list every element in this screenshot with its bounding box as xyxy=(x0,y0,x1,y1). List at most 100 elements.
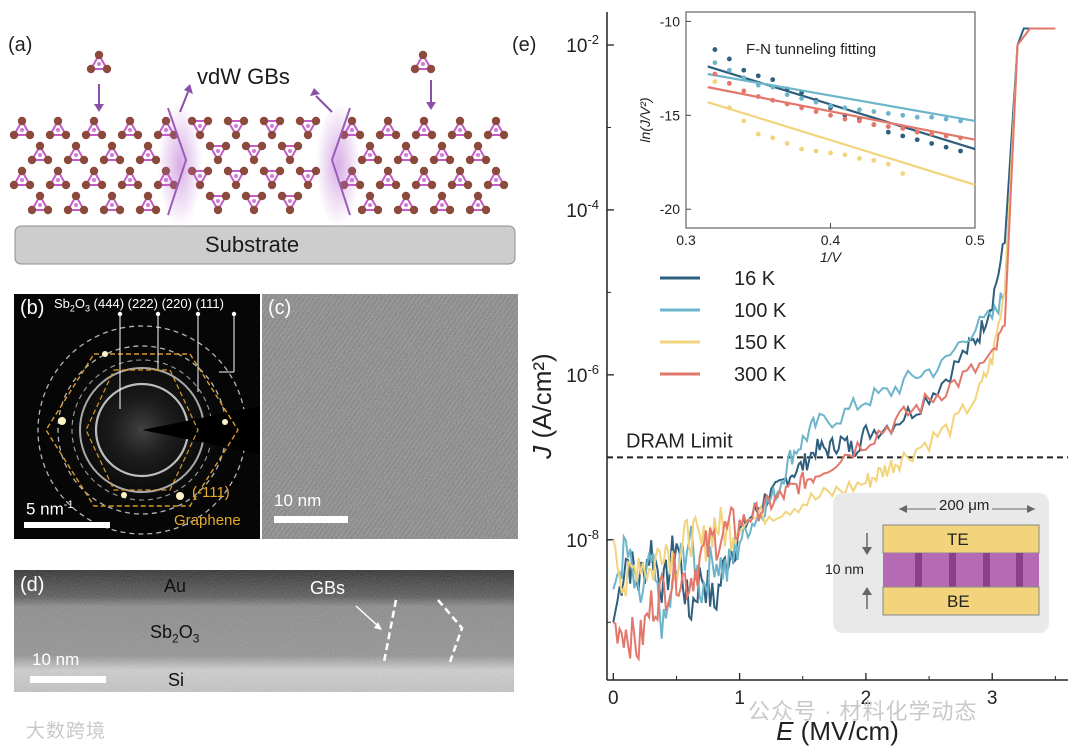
inset-point-150k xyxy=(885,161,891,167)
inset-point-150k xyxy=(755,131,761,137)
x-axis-title: E (MV/cm) xyxy=(776,716,899,746)
x-tick-label: 1 xyxy=(734,688,745,709)
watermark-left: 大数跨境 xyxy=(26,721,107,742)
bottom-electrode-label: BE xyxy=(947,592,970,611)
panel-c-label: (c) xyxy=(268,297,292,319)
cross-section-image xyxy=(14,570,514,692)
series-line-300k xyxy=(612,27,1056,662)
inset-point-100k xyxy=(784,92,790,98)
diffraction-pattern xyxy=(24,311,260,535)
inset-y-title: ln(J/V²) xyxy=(637,97,653,142)
panel-e-label: (e) xyxy=(512,34,537,56)
inset-frame xyxy=(685,11,976,229)
inset-fit-150k xyxy=(707,101,976,186)
si-label: Si xyxy=(168,670,185,690)
panel-a-label: (a) xyxy=(8,34,33,56)
panel-b-diffraction: (b) Sb2O3 (444) (222) (220) (111) (-111)… xyxy=(14,294,260,539)
inset-point-100k xyxy=(842,105,848,111)
inset-point-16k xyxy=(712,47,718,52)
inset-point-300k xyxy=(857,118,862,124)
inset-point-150k xyxy=(842,152,848,158)
graphene-spot-index: (-111) xyxy=(192,484,230,501)
panel-c-hrtem: (c) 10 nm xyxy=(262,294,518,539)
inset-point-150k xyxy=(741,118,747,124)
inset-point-300k xyxy=(885,124,891,129)
inset-point-16k xyxy=(885,129,891,135)
graphene-label: Graphene xyxy=(174,512,241,529)
inset-point-100k xyxy=(914,114,920,120)
inset-point-16k xyxy=(726,56,732,62)
inset-point-100k xyxy=(726,67,732,73)
device-width-label: 200 μm xyxy=(936,497,993,514)
inset-point-300k xyxy=(813,109,819,114)
inset-point-16k xyxy=(741,67,747,73)
inset-point-150k xyxy=(828,150,833,156)
inset-x-title: 1/V xyxy=(820,249,843,265)
inset-point-100k xyxy=(871,109,877,114)
inset-y-tick-label: -20 xyxy=(660,201,680,217)
device-thickness-label: 10 nm xyxy=(825,561,864,577)
inset-point-100k xyxy=(741,75,747,81)
inset-point-150k xyxy=(871,157,877,163)
hrtem-image xyxy=(262,294,518,539)
inset-point-16k xyxy=(755,73,761,79)
vdw-gb-label: vdW GBs xyxy=(197,64,290,89)
inset-point-150k xyxy=(813,148,819,154)
inset-point-100k xyxy=(813,99,819,105)
legend-label: 300 K xyxy=(734,364,787,386)
device-schematic xyxy=(862,505,1040,616)
au-label: Au xyxy=(164,576,187,596)
inset-fit-300k xyxy=(707,86,976,141)
panel-d-label: (d) xyxy=(20,574,45,596)
inset-point-100k xyxy=(943,116,949,122)
inset-point-16k xyxy=(770,77,776,83)
inset-point-300k xyxy=(726,80,732,86)
inset-point-300k xyxy=(828,112,833,118)
inset-point-300k xyxy=(871,122,877,128)
y-tick-label: 10-8 xyxy=(566,527,599,552)
watermark-right: 公众号 · 材料化学动态 xyxy=(748,699,978,724)
inset-point-150k xyxy=(770,135,776,141)
x-tick-label: 0 xyxy=(608,688,619,709)
inset-point-100k xyxy=(712,60,718,66)
inset-point-300k xyxy=(712,71,718,77)
inset-point-300k xyxy=(900,126,906,131)
panel-b-label: (b) xyxy=(20,297,45,319)
substrate-label: Substrate xyxy=(205,232,300,257)
inset-x-tick-label: 0.3 xyxy=(676,232,696,248)
series-line-16k xyxy=(612,27,1056,623)
panel-d-cross-section: (d) Au Sb2O3 GBs Si 10 nm xyxy=(14,570,514,692)
legend-label: 150 K xyxy=(734,332,787,354)
panel-a: (a) xyxy=(0,0,530,270)
crystal-illustration xyxy=(8,49,516,265)
inset-point-150k xyxy=(712,79,718,84)
inset-point-100k xyxy=(799,96,804,101)
inset-point-300k xyxy=(741,88,747,94)
ring-indices: Sb2O3 (444) (222) (220) (111) xyxy=(54,296,224,314)
inset-point-150k xyxy=(900,171,906,176)
inset-x-tick-label: 0.4 xyxy=(821,232,841,248)
scale-bar-b: 5 nm-1 xyxy=(26,499,74,519)
inset-point-100k xyxy=(828,103,833,109)
inset-point-16k xyxy=(914,137,920,143)
inset-point-16k xyxy=(943,144,949,150)
inset-x-tick-label: 0.5 xyxy=(965,232,985,248)
inset-fit-100k xyxy=(707,72,976,123)
inset-point-150k xyxy=(799,146,804,152)
gbs-label: GBs xyxy=(310,578,346,598)
inset-point-300k xyxy=(929,131,935,137)
inset-point-100k xyxy=(900,112,906,118)
device-schematic-inset: 200 μm TE 10 nm BE xyxy=(825,493,1049,633)
sb2o3-label: Sb2O3 xyxy=(150,622,200,646)
inset-point-150k xyxy=(857,156,862,161)
inset-title: F-N tunneling fitting xyxy=(746,41,876,58)
legend-label: 16 K xyxy=(734,268,776,290)
y-axis-title: J (A/cm²) xyxy=(527,353,557,459)
x-tick-label: 3 xyxy=(987,688,998,709)
inset-point-100k xyxy=(929,114,935,120)
y-tick-label: 10-2 xyxy=(566,32,599,57)
dram-limit-label: DRAM Limit xyxy=(626,430,733,452)
inset-point-16k xyxy=(900,133,906,139)
legend-label: 100 K xyxy=(734,300,787,322)
